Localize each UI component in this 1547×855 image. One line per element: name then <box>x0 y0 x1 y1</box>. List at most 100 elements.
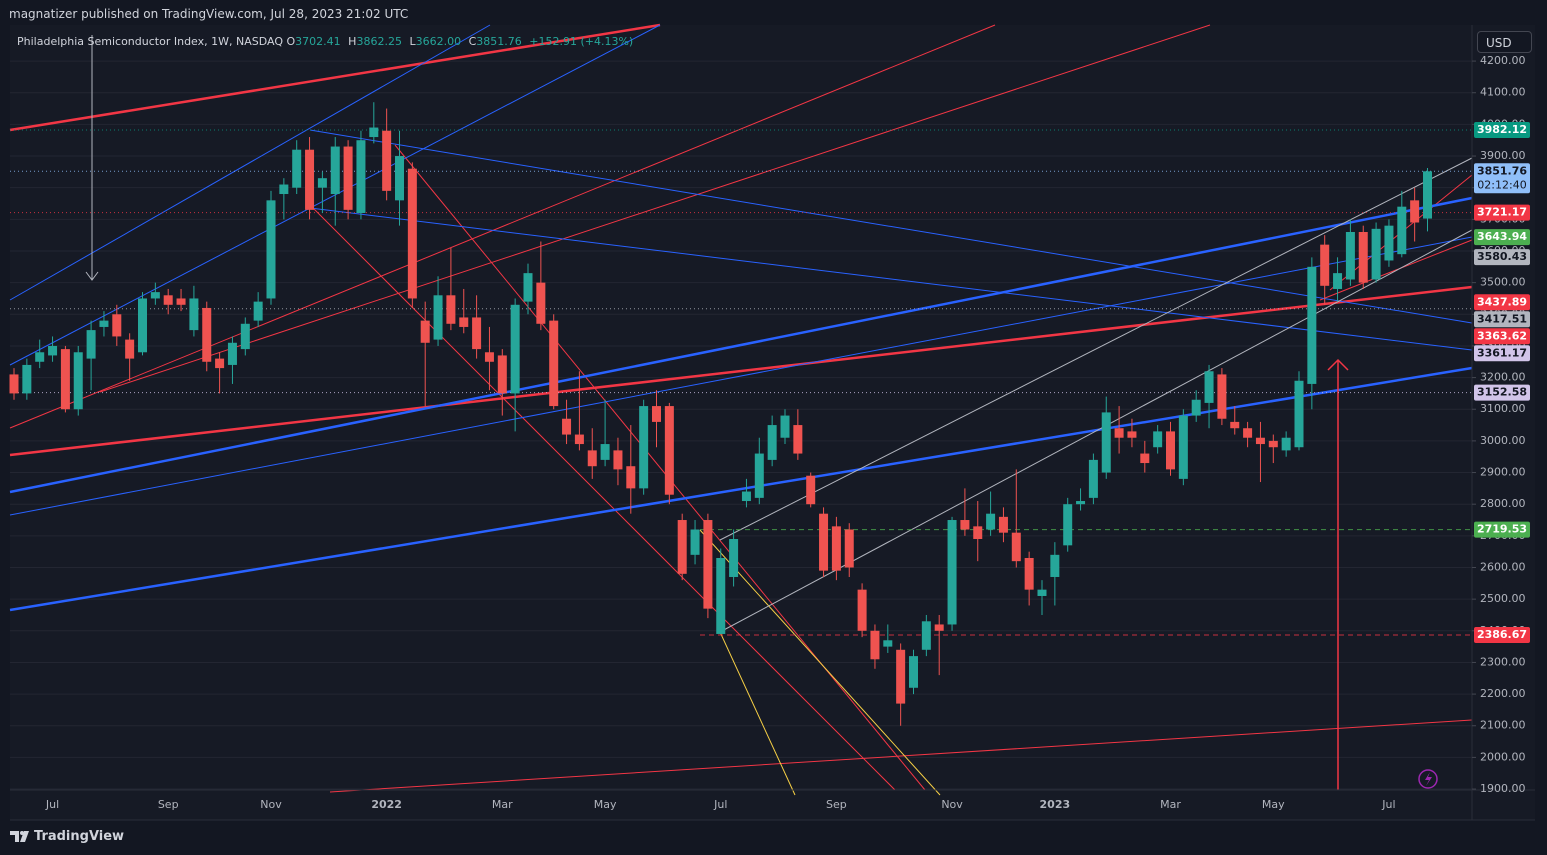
candle-body <box>1255 437 1265 445</box>
candle-body <box>99 320 109 327</box>
candle-body <box>1423 171 1432 219</box>
currency-button[interactable]: USD <box>1477 31 1532 53</box>
symbol-name: Philadelphia Semiconductor Index, 1W, NA… <box>17 35 283 48</box>
x-tick-label: May <box>1262 798 1285 811</box>
y-tick-label: 1900.00 <box>1480 782 1526 795</box>
candle-body <box>613 450 623 470</box>
candle-body <box>163 295 173 305</box>
ohlc-value: 3702.41 <box>295 35 341 48</box>
x-tick-label: Sep <box>158 798 179 811</box>
candle-body <box>896 649 906 704</box>
price-label: 2719.53 <box>1477 523 1527 536</box>
candle-body <box>1153 431 1163 448</box>
y-tick-label: 3500.00 <box>1480 276 1526 289</box>
candle-body <box>909 656 918 688</box>
candle-body <box>138 298 147 353</box>
candle-body <box>754 453 764 498</box>
candle-body <box>215 358 225 369</box>
candle-body <box>1345 231 1355 280</box>
y-tick-label: 3100.00 <box>1480 402 1526 415</box>
candle-body <box>305 149 315 210</box>
arrow-head <box>1327 358 1349 371</box>
candle-body <box>1397 206 1407 255</box>
candle-body <box>48 345 58 356</box>
candle-body <box>227 342 237 365</box>
candle-body <box>253 301 263 321</box>
x-tick-label: Nov <box>260 798 282 811</box>
candle-body <box>536 282 546 324</box>
ohlc-label: O <box>286 35 296 48</box>
price-label: 3437.89 <box>1477 295 1527 308</box>
candle-body <box>1178 415 1188 479</box>
x-tick-label: Mar <box>1160 798 1181 811</box>
candle-body <box>22 364 32 394</box>
price-lines <box>10 129 1472 636</box>
brand: TradingView <box>34 829 125 844</box>
candle-body <box>960 520 970 530</box>
candle-body <box>703 520 713 609</box>
x-tick-label: Sep <box>826 798 847 811</box>
candle-body <box>626 466 636 489</box>
candle-body <box>1333 273 1343 289</box>
candle-body <box>793 425 803 454</box>
price-label-box <box>1474 521 1530 538</box>
price-label: 3643.94 <box>1477 230 1527 243</box>
ohlc-value: 3851.76 <box>476 35 522 48</box>
candle-body <box>446 295 456 324</box>
x-tick-label: Jul <box>45 798 59 811</box>
candle-body <box>1140 453 1150 464</box>
y-tick-label: 2200.00 <box>1480 687 1526 700</box>
ohlc-label: H <box>348 35 357 48</box>
x-tick-label: Nov <box>941 798 963 811</box>
y-tick-label: 4200.00 <box>1480 54 1526 67</box>
candle-body <box>1037 589 1047 596</box>
candle-body <box>279 184 289 195</box>
candle-body <box>1268 440 1278 448</box>
candle-body <box>1204 371 1214 403</box>
candle-body <box>998 516 1008 533</box>
candle-body <box>343 146 353 210</box>
drawings <box>9 23 1473 796</box>
candle-body <box>1384 225 1394 261</box>
publisher: magnatizer published on TradingView.com,… <box>9 7 409 21</box>
price-label-box <box>1474 627 1530 644</box>
candle-body <box>664 406 674 495</box>
trend-line <box>329 719 1473 793</box>
candle-body <box>369 127 379 138</box>
price-label: 3363.62 <box>1477 329 1527 342</box>
candle-body <box>1294 380 1304 448</box>
trend-line <box>9 366 1473 612</box>
candle-body <box>330 146 340 195</box>
candle-body <box>1024 557 1034 590</box>
price-label-box <box>1474 204 1530 221</box>
price-change: +152.91 (+4.13%) <box>529 35 634 48</box>
candle-body <box>86 330 96 359</box>
candle-body <box>189 298 199 331</box>
trend-line <box>309 207 1473 351</box>
candle-body <box>1320 244 1330 286</box>
ohlc-label: C <box>468 35 477 48</box>
candle-body <box>73 352 83 410</box>
ohlc-value: 3662.00 <box>415 35 462 48</box>
candle-body <box>574 434 584 445</box>
candle-body <box>1243 428 1253 438</box>
candle-body <box>947 520 957 625</box>
candle-body <box>523 273 533 302</box>
candle-body <box>240 323 250 350</box>
symbol-legend: Philadelphia Semiconductor Index, 1W, NA… <box>17 35 637 48</box>
trend-line <box>394 144 926 791</box>
y-tick-label: 3900.00 <box>1480 149 1526 162</box>
candle-body <box>510 304 520 394</box>
trend-line <box>9 24 491 301</box>
x-tick-label: Jul <box>713 798 727 811</box>
candle-body <box>1101 412 1111 473</box>
price-label-box <box>1474 122 1530 139</box>
candle-body <box>1088 459 1098 498</box>
price-label: 3721.17 <box>1477 206 1527 219</box>
candle-body <box>202 307 212 362</box>
candle-body <box>1063 504 1073 546</box>
candle-body <box>125 339 135 359</box>
x-tick-label: May <box>594 798 617 811</box>
alert-icon[interactable] <box>1418 769 1438 789</box>
